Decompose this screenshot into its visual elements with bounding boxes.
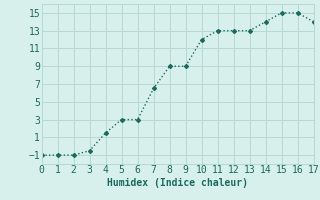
X-axis label: Humidex (Indice chaleur): Humidex (Indice chaleur) bbox=[107, 178, 248, 188]
